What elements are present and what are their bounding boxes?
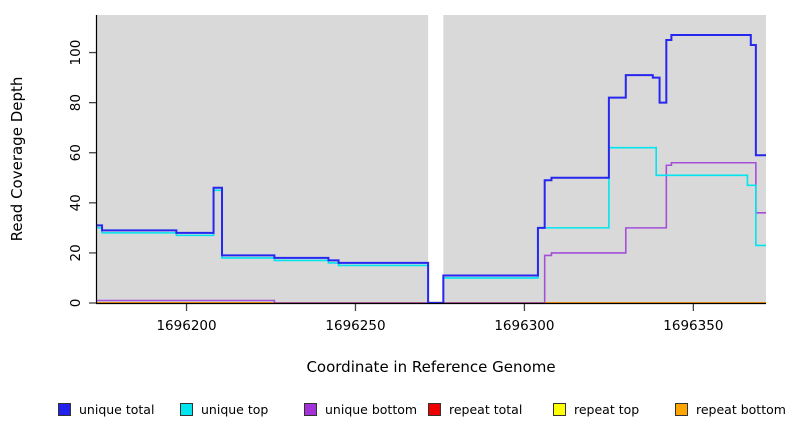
- gap-band-layer: [428, 15, 444, 301]
- legend-item-unique-top: unique top: [180, 400, 268, 418]
- y-tick-label: 20: [68, 244, 84, 261]
- legend-item-repeat-total: repeat total: [428, 400, 522, 418]
- series-line-unique-top: [97, 146, 766, 304]
- chart-legend: unique total unique top unique bottom repea…: [0, 400, 792, 424]
- y-tick-label: 0: [68, 299, 84, 308]
- series-line-unique-total: [97, 34, 766, 304]
- legend-chip-unique-total: [58, 402, 71, 416]
- y-tick-label: 40: [68, 194, 84, 211]
- x-tick-label: 1696250: [325, 318, 385, 334]
- axis-tick-layer: 1696200 1696250 1696300 1696350 0 20 40 60 80 100: [68, 40, 723, 334]
- legend-label: repeat top: [574, 401, 640, 417]
- y-tick-label: 100: [68, 40, 84, 66]
- legend-item-unique-total: unique total: [58, 400, 154, 418]
- legend-chip-repeat-total: [428, 402, 441, 416]
- x-axis-title: Coordinate in Reference Genome: [306, 358, 555, 376]
- x-tick-label: 1696200: [156, 318, 216, 334]
- legend-chip-unique-top: [180, 402, 193, 416]
- legend-chip-repeat-bottom: [675, 402, 688, 416]
- coverage-gap-band: [428, 15, 444, 301]
- legend-label: repeat bottom: [696, 401, 786, 417]
- legend-chip-unique-bottom: [304, 402, 317, 416]
- legend-item-repeat-top: repeat top: [553, 400, 639, 418]
- x-tick-label: 1696350: [663, 318, 723, 334]
- y-tick-label: 80: [68, 94, 84, 111]
- y-tick-label: 60: [68, 144, 84, 161]
- legend-label: repeat total: [449, 401, 523, 417]
- legend-label: unique top: [201, 401, 269, 417]
- y-axis-title: Read Coverage Depth: [8, 77, 26, 242]
- legend-label: unique bottom: [325, 401, 418, 417]
- x-tick-label: 1696300: [494, 318, 554, 334]
- legend-chip-repeat-top: [553, 402, 566, 416]
- legend-item-unique-bottom: unique bottom: [304, 400, 417, 418]
- legend-item-repeat-bottom: repeat bottom: [675, 400, 786, 418]
- legend-label: unique total: [79, 401, 155, 417]
